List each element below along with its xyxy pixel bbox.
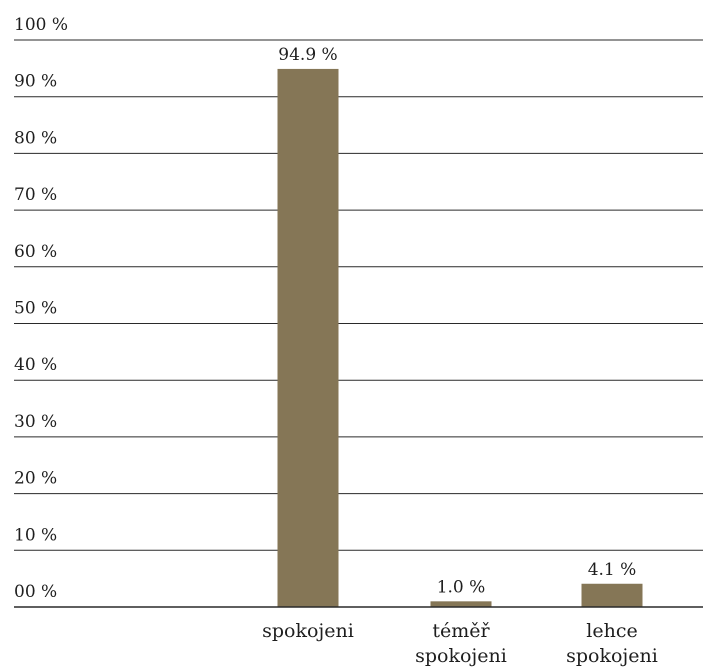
bar [581,583,643,607]
y-tick-label: 70 % [14,185,57,205]
x-tick-label: téměř [432,620,490,642]
data-label: 1.0 % [437,577,486,597]
y-tick-label: 20 % [14,469,57,489]
bars [277,68,643,608]
bar [277,68,339,608]
y-tick-label: 80 % [14,128,57,148]
y-tick-label: 30 % [14,412,57,432]
x-tick-label: spokojeni [566,645,658,667]
bar [430,601,492,607]
y-tick-label: 40 % [14,355,57,375]
data-label: 94.9 % [278,45,337,65]
x-tick-label: lehce [586,620,637,642]
x-tick-label: spokojeni [262,620,354,642]
x-axis-tick-labels: spokojeni téměř spokojeni lehce spokojeni [262,620,658,667]
y-tick-label: 00 % [14,582,57,602]
y-tick-label: 90 % [14,72,57,92]
x-tick-label: spokojeni [415,645,507,667]
data-label: 4.1 % [588,560,637,580]
gridlines [14,39,703,551]
y-tick-label: 100 % [14,15,68,35]
y-axis-tick-labels: 00 % 10 % 20 % 30 % 40 % 50 % 60 % 70 % 80 % 90 %… [14,15,68,602]
y-tick-label: 60 % [14,242,57,262]
y-tick-label: 50 % [14,299,57,319]
data-labels: 94.9 % 1.0 % 4.1 % [278,45,636,597]
y-tick-label: 10 % [14,525,57,545]
